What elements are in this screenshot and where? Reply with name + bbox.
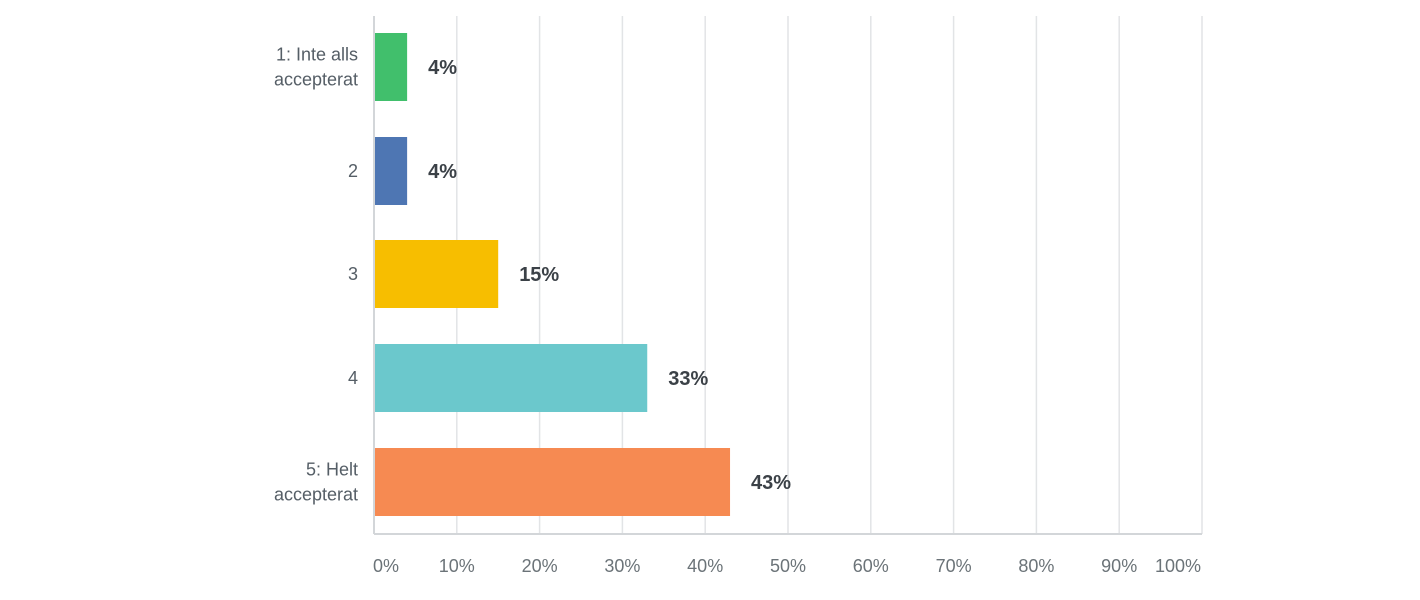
- x-tick-label: 20%: [522, 556, 558, 576]
- value-label-3: 15%: [519, 264, 559, 286]
- bar-3: [375, 240, 499, 308]
- category-label-3: 3: [348, 264, 358, 284]
- x-tick-label: 50%: [770, 556, 806, 576]
- x-tick-label: 80%: [1018, 556, 1054, 576]
- labels: 0% 10% 20% 30% 40% 50% 60% 70% 80% 90% 100% 4% 1: In…: [274, 45, 1201, 577]
- gridlines: [456, 16, 1203, 534]
- x-tick-label: 40%: [687, 556, 723, 576]
- category-label-1: 1: Inte alls: [276, 45, 358, 65]
- bar-4: [375, 344, 648, 412]
- bar-5: [375, 448, 731, 516]
- category-label-5: accepterat: [274, 485, 358, 505]
- category-label-4: 4: [348, 368, 358, 388]
- x-tick-label: 60%: [853, 556, 889, 576]
- category-label-1: accepterat: [274, 70, 358, 90]
- value-label-4: 33%: [668, 368, 708, 390]
- value-label-1: 4%: [428, 57, 457, 79]
- bar-1: [375, 33, 408, 101]
- category-label-5: 5: Helt: [306, 460, 358, 480]
- x-tick-label: 90%: [1101, 556, 1137, 576]
- x-tick-label: 70%: [936, 556, 972, 576]
- category-label-2: 2: [348, 161, 358, 181]
- x-tick-label: 0%: [373, 556, 399, 576]
- value-label-5: 43%: [751, 472, 791, 494]
- bars: [375, 33, 731, 516]
- x-tick-label: 100%: [1155, 556, 1201, 576]
- value-label-2: 4%: [428, 161, 457, 183]
- x-tick-label: 10%: [439, 556, 475, 576]
- axes: [373, 16, 1202, 535]
- bar-2: [375, 137, 408, 205]
- x-tick-label: 30%: [604, 556, 640, 576]
